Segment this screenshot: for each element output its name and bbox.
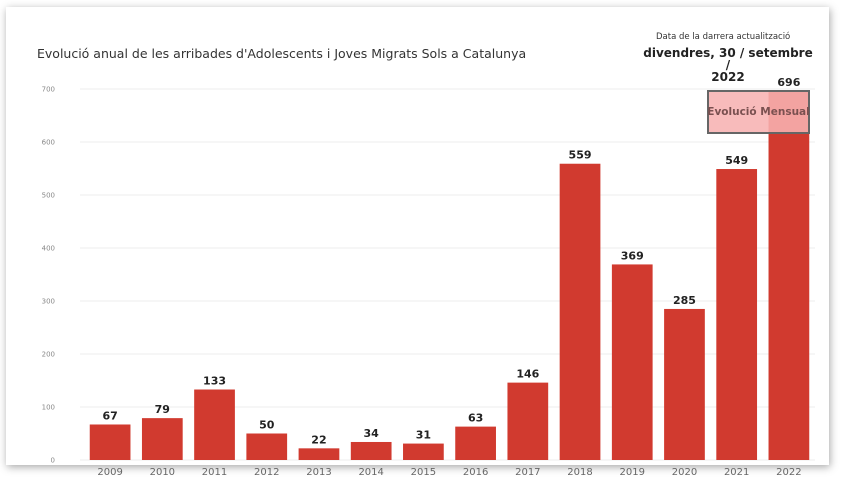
bar-value-label: 34 [364,427,380,440]
last-update-date: divendres, 30 / setembre / 2022 [640,47,816,83]
bar [89,424,131,460]
y-tick-label: 100 [42,404,55,412]
bar-value-label: 22 [311,433,326,446]
y-tick-label: 200 [42,351,55,359]
bar [298,448,340,460]
x-tick-label: 2013 [306,467,331,478]
y-tick-label: 600 [42,139,55,147]
x-tick-label: 2012 [254,467,279,478]
x-tick-label: 2011 [202,467,227,478]
last-update-date-line1: divendres, 30 / setembre / [643,46,813,72]
bar [403,443,444,460]
bar-value-label: 369 [621,249,644,262]
bar-value-label: 285 [673,294,696,307]
x-tick-label: 2020 [672,467,697,478]
bar [350,441,392,460]
bar-value-label: 549 [725,154,748,167]
bar-value-label: 31 [416,429,431,442]
bar [716,169,758,460]
x-tick-label: 2021 [724,467,749,478]
bar-value-label: 559 [569,149,592,162]
x-tick-label: 2018 [567,467,592,478]
bar-value-label: 133 [203,375,226,388]
bar [664,308,705,460]
bar-value-label: 146 [516,368,539,381]
bar [455,426,496,460]
bar [611,264,653,460]
x-tick-label: 2009 [97,467,122,478]
monthly-evolution-button[interactable]: Evolució Mensual [707,90,810,134]
x-tick-label: 2015 [411,467,436,478]
y-tick-label: 300 [42,298,55,306]
chart-title: Evolució anual de les arribades d'Adoles… [37,46,527,61]
bar [246,433,288,460]
bar-value-label: 63 [468,412,483,425]
y-tick-label: 0 [51,457,55,465]
bar [507,382,549,460]
last-update-date-line2: 2022 [711,70,745,84]
y-tick-label: 500 [42,192,55,200]
last-update-label: Data de la darrera actualització [656,32,791,42]
bar-value-label: 79 [155,403,170,416]
x-tick-label: 2022 [776,467,801,478]
bar-value-label: 67 [102,409,117,422]
bar-value-label: 696 [777,76,800,89]
y-tick-label: 700 [42,86,55,94]
bar [141,418,183,460]
bar [768,91,810,461]
y-tick-label: 400 [42,245,55,253]
x-tick-label: 2016 [463,467,488,478]
x-tick-label: 2014 [358,467,383,478]
bar [194,389,235,460]
x-tick-label: 2010 [150,467,175,478]
x-tick-label: 2017 [515,467,540,478]
bar-value-label: 50 [259,419,275,432]
bar [559,163,601,461]
x-tick-label: 2019 [620,467,645,478]
